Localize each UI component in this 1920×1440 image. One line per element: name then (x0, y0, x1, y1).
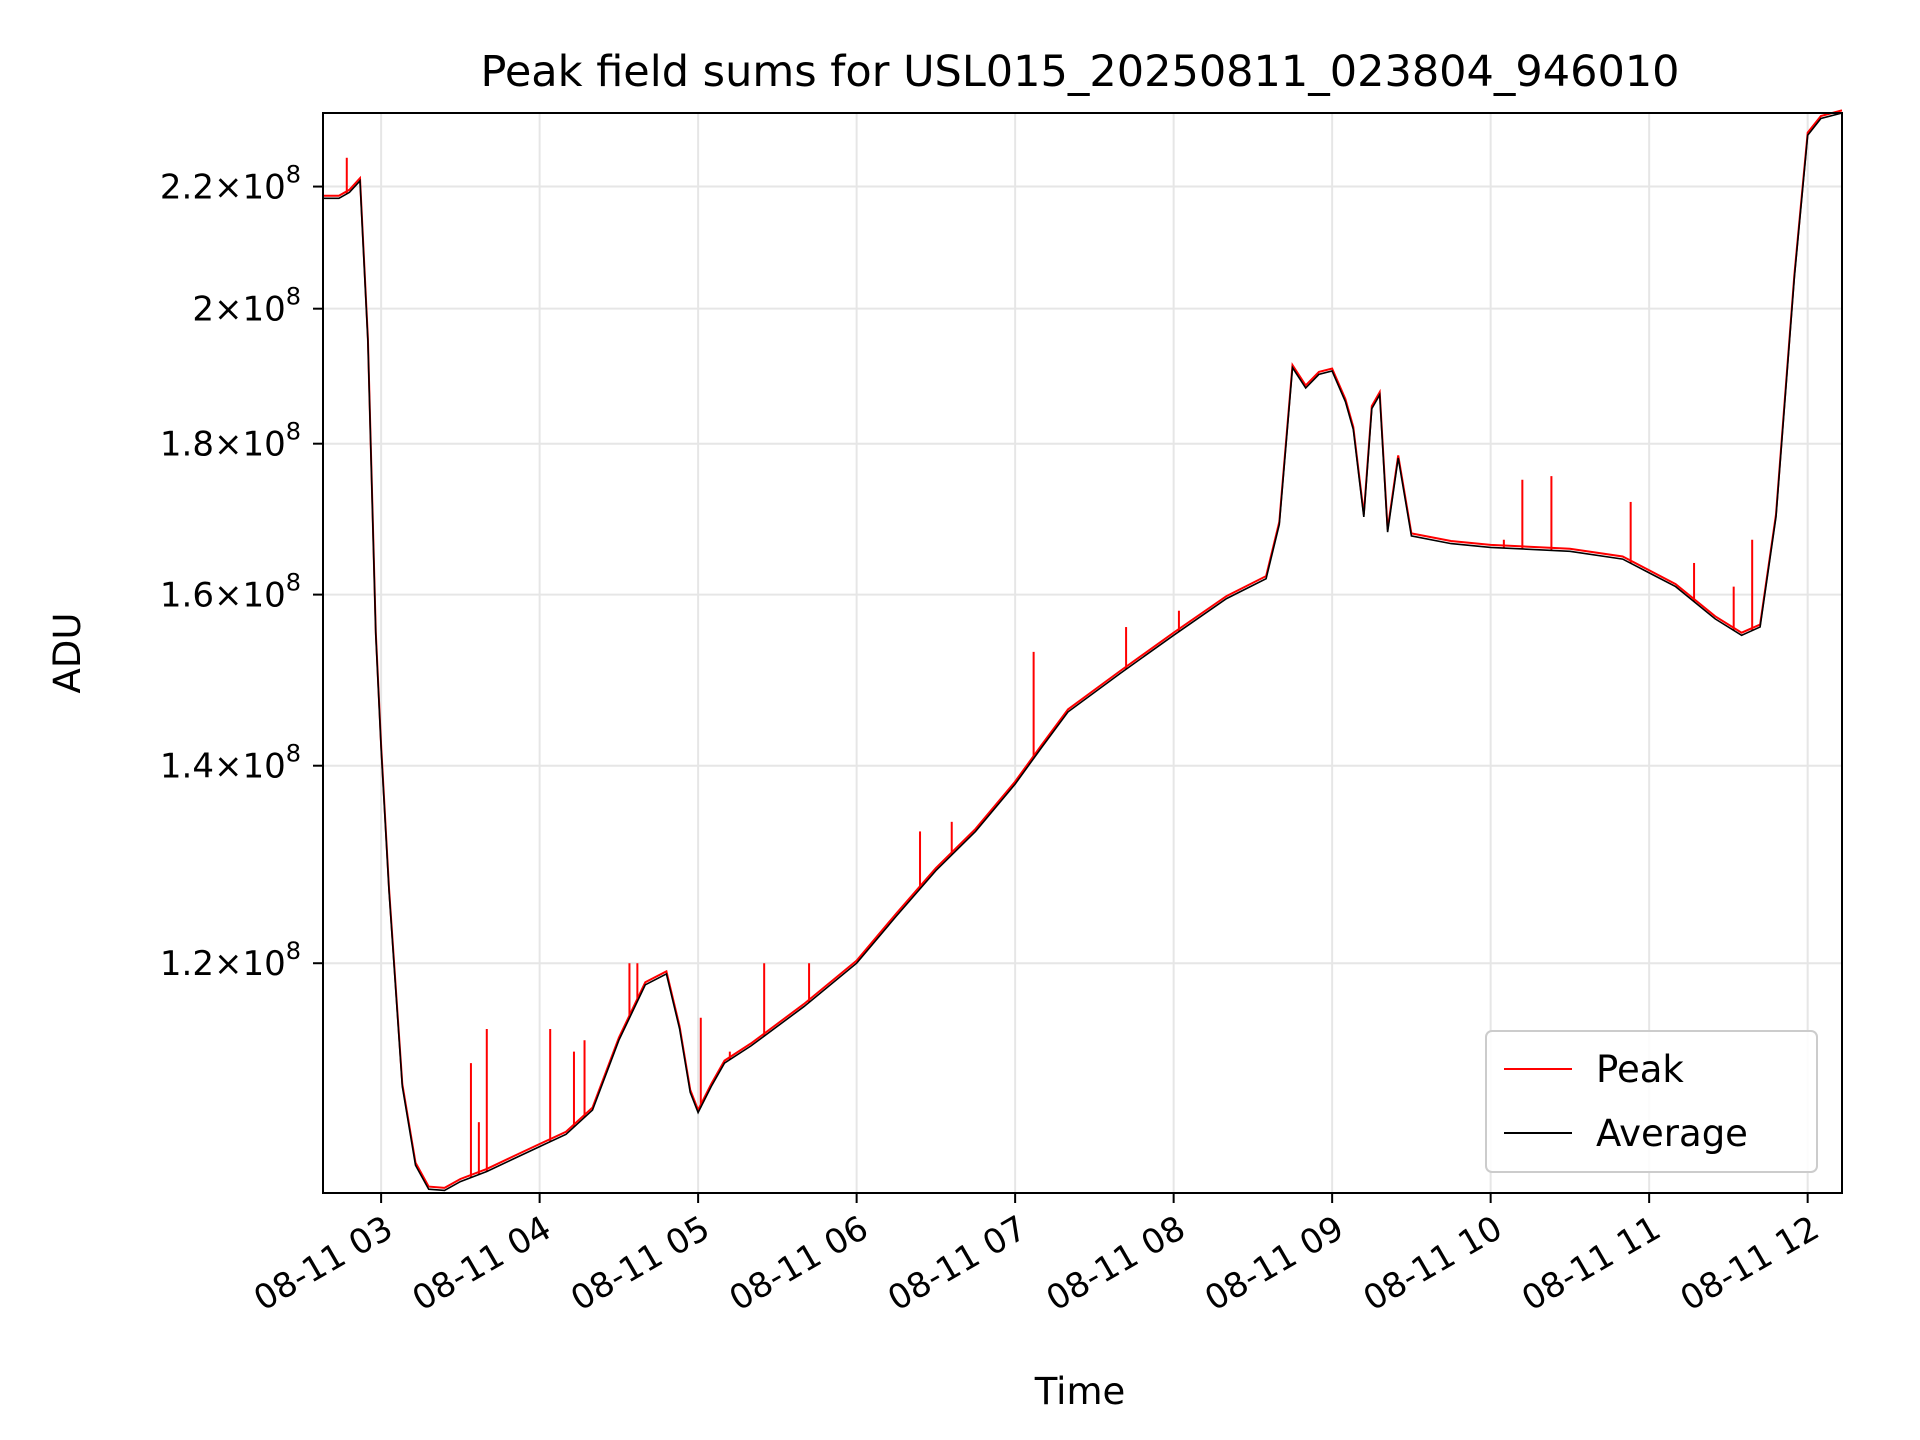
grid (323, 113, 1842, 1193)
average-series-line (323, 112, 1843, 1192)
legend-label: Peak (1596, 1048, 1684, 1091)
legend-box (1485, 1030, 1818, 1173)
plot-frame (322, 112, 1843, 1194)
y-tick-label: 1.6×108 (160, 569, 301, 616)
y-tick-label: 2.2×108 (160, 161, 301, 208)
series-group (323, 109, 1843, 1192)
legend-label: Average (1596, 1112, 1748, 1155)
x-tick-label: 08-11 07 (881, 1208, 1033, 1319)
chart-title: Peak field sums for USL015_20250811_0238… (480, 47, 1679, 97)
legend: Peak Average (1485, 1030, 1818, 1173)
x-tick-label: 08-11 05 (564, 1208, 716, 1319)
x-tick-label: 08-11 12 (1674, 1208, 1826, 1319)
x-axis-label: Time (1034, 1370, 1126, 1413)
x-tick-label: 08-11 11 (1515, 1208, 1667, 1319)
x-tick-label: 08-11 09 (1198, 1208, 1350, 1319)
peak-series-line (323, 109, 1843, 1189)
y-axis-label: ADU (46, 613, 89, 694)
x-tick-label: 08-11 06 (723, 1208, 875, 1319)
x-axis: 08-11 03 08-11 04 08-11 05 08-11 06 08-11 07… (247, 1193, 1826, 1319)
x-tick-label: 08-11 10 (1357, 1208, 1509, 1319)
y-axis: 1.2×108 1.4×108 1.6×108 1.8×108 2×108 2.2×108 (160, 161, 323, 984)
x-tick-label: 08-11 08 (1040, 1208, 1192, 1319)
y-tick-label: 1.8×108 (160, 418, 301, 465)
x-tick-label: 08-11 04 (406, 1208, 558, 1319)
y-tick-label: 2×108 (192, 283, 301, 330)
x-tick-label: 08-11 03 (247, 1208, 399, 1319)
y-tick-label: 1.4×108 (160, 740, 301, 787)
y-tick-label: 1.2×108 (160, 937, 301, 984)
